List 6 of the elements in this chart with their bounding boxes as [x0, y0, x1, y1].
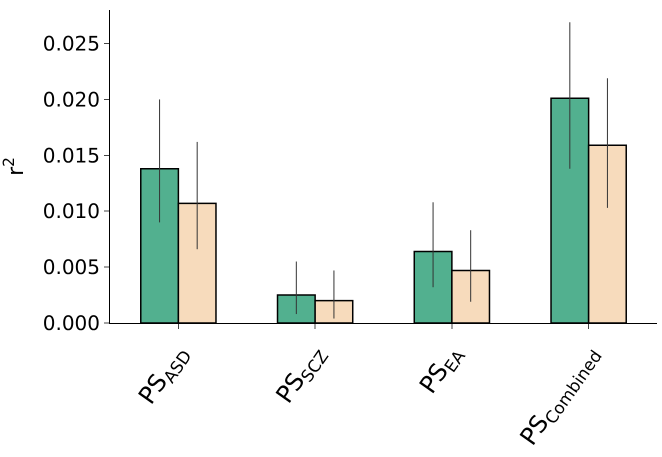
y-tick-label: 0.025 [42, 32, 100, 56]
y-tick-label: 0.015 [42, 143, 100, 168]
y-tick-label: 0.010 [42, 199, 100, 224]
y-tick-label: 0.000 [42, 311, 100, 335]
y-tick-label: 0.005 [42, 255, 100, 280]
y-tick-label: 0.020 [42, 87, 100, 112]
